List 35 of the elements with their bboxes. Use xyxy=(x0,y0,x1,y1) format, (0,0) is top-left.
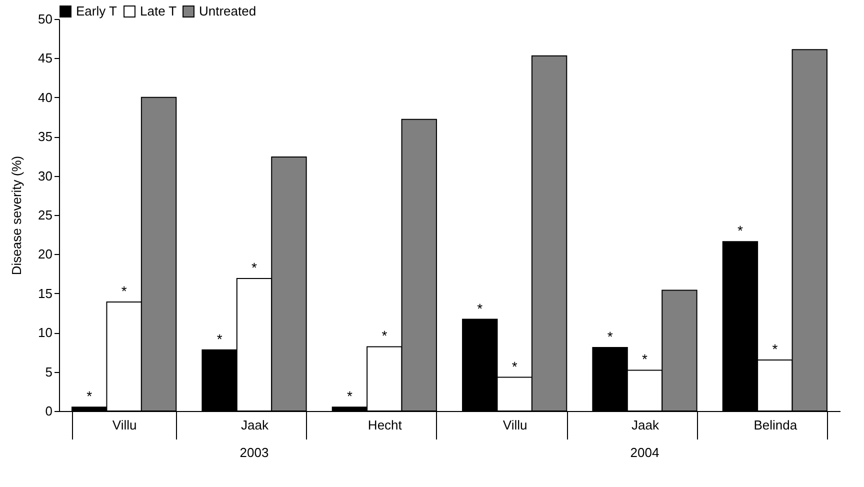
x-tick-label: Hecht xyxy=(368,418,402,432)
x-tick-label: Villu xyxy=(112,418,137,432)
data-label: * xyxy=(382,328,388,344)
y-tick-label: 5 xyxy=(45,364,52,380)
x-tick-label: Villu xyxy=(502,418,528,432)
y-tick-label: 30 xyxy=(38,168,52,184)
legend-label: Early T xyxy=(76,4,117,19)
y-tick-label: 35 xyxy=(38,129,52,144)
data-label: * xyxy=(642,351,648,368)
y-tick-label: 0 xyxy=(45,404,52,418)
y-tick-label: 20 xyxy=(38,246,52,262)
x-tick-label: Jaak xyxy=(632,418,660,432)
y-tick-label: 45 xyxy=(38,50,52,66)
y-tick-label: 50 xyxy=(38,12,52,26)
x-tick-label: Jaak xyxy=(241,418,269,432)
data-label: * xyxy=(252,260,258,276)
data-label: * xyxy=(512,358,518,374)
data-label: * xyxy=(86,388,93,404)
x-tick-label: Belinda xyxy=(754,418,798,432)
text: 2004 xyxy=(630,445,660,460)
data-label: * xyxy=(477,300,484,316)
y-axis-title: Disease severity (%) xyxy=(9,156,24,276)
data-label: * xyxy=(121,283,128,300)
y-tick-label: 15 xyxy=(38,286,52,301)
text: 2003 xyxy=(240,445,269,460)
data-label: * xyxy=(772,341,778,358)
y-tick-label: 10 xyxy=(38,325,52,340)
y-tick-label: 40 xyxy=(38,90,52,105)
data-label: * xyxy=(607,328,614,344)
legend-label: Untreated xyxy=(199,4,256,19)
data-label: * xyxy=(216,330,223,347)
data-label: * xyxy=(346,388,353,404)
y-tick-label: 25 xyxy=(38,208,52,222)
legend-label: Late T xyxy=(140,4,177,19)
data-label: * xyxy=(737,222,744,239)
